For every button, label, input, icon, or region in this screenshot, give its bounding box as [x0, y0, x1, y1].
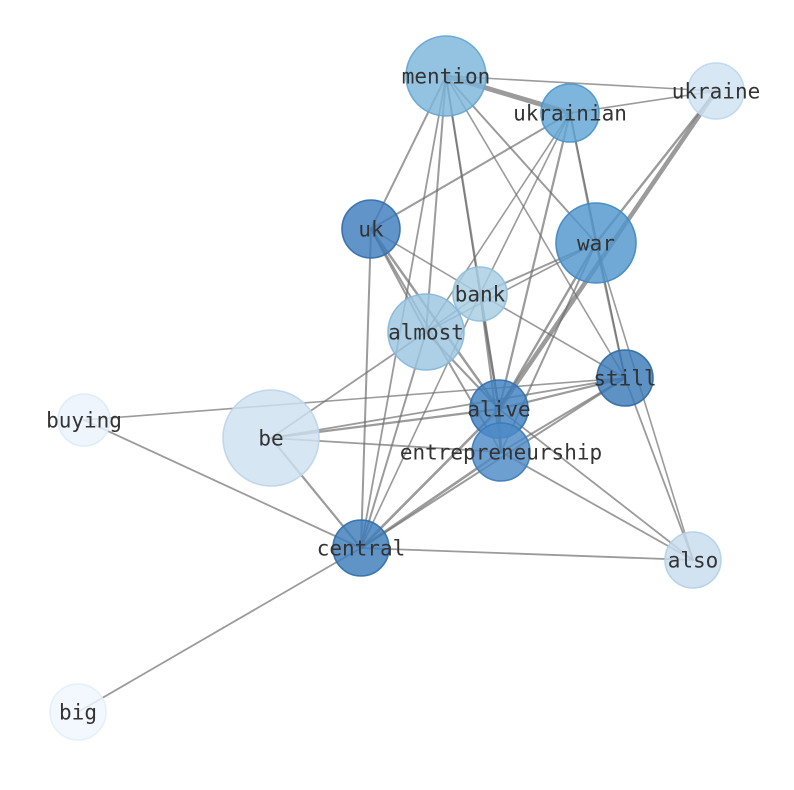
graph-node-label-entrepreneurship: entrepreneurship — [400, 441, 602, 465]
graph-node-label-still: still — [593, 367, 656, 391]
graph-edge-uk-central — [360, 228, 372, 549]
graph-node-still — [596, 349, 654, 407]
graph-edge-ukrainian-bank — [479, 112, 571, 295]
graph-node-almost — [387, 293, 465, 371]
graph-edge-buying-central — [83, 419, 362, 549]
graph-edge-still-also — [624, 377, 694, 561]
graph-node-ukrainian — [540, 83, 600, 143]
graph-edge-mention-almost — [425, 75, 447, 333]
graph-edge-mention-ukraine — [445, 75, 717, 92]
graph-node-label-central: central — [317, 537, 406, 561]
graph-node-entrepreneurship — [471, 422, 531, 482]
graph-node-war — [555, 202, 637, 284]
graph-nodes-layer — [49, 35, 745, 741]
graph-node-label-also: also — [668, 549, 719, 573]
graph-edge-alive-central — [359, 407, 501, 550]
graph-node-ukraine — [687, 62, 745, 120]
graph-node-bank — [452, 266, 508, 322]
graph-node-label-uk: uk — [358, 218, 384, 242]
graph-edge-mention-still — [445, 75, 626, 379]
graph-node-label-almost: almost — [388, 321, 464, 345]
graph-edge-central-big — [77, 547, 362, 713]
graph-edge-ukrainian-uk — [370, 112, 571, 230]
graph-node-label-ukraine: ukraine — [672, 80, 761, 104]
graph-node-uk — [341, 199, 401, 259]
graph-node-mention — [405, 35, 487, 117]
graph-edge-central-also — [360, 547, 694, 561]
graph-node-label-bank: bank — [455, 283, 506, 307]
graph-node-label-ukrainian: ukrainian — [513, 102, 627, 126]
graph-node-label-be: be — [258, 427, 283, 451]
graph-edge-ukrainian-alive — [497, 111, 572, 411]
graph-edge-ukrainian-almost — [425, 112, 571, 333]
graph-node-central — [332, 519, 390, 577]
graph-node-label-war: war — [577, 232, 615, 256]
graph-node-label-big: big — [59, 701, 97, 725]
graph-node-big — [49, 683, 107, 741]
graph-node-buying — [57, 393, 111, 447]
graph-labels-layer: mention ukraine ukrainian uk war bank almost st… — [46, 65, 760, 725]
graph-edge-still-buying — [83, 377, 626, 421]
graph-edge-war-also — [595, 242, 694, 561]
graph-edge-still-be — [270, 377, 626, 439]
graph-edge-entrepreneurship-also — [500, 451, 694, 561]
graph-node-label-buying: buying — [46, 409, 122, 433]
graph-node-label-mention: mention — [402, 65, 491, 89]
graph-node-also — [664, 531, 722, 589]
graph-node-be — [222, 389, 320, 487]
graph-edge-alive-also — [498, 408, 694, 561]
graph-node-label-alive: alive — [467, 398, 530, 422]
